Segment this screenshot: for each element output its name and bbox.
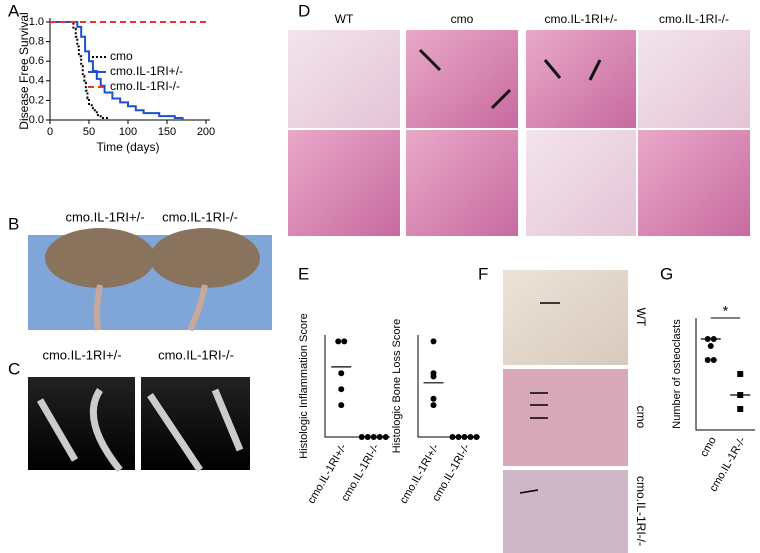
image-label: cmo.IL-1RI+/- bbox=[65, 209, 144, 224]
dot bbox=[358, 434, 365, 440]
histology bbox=[406, 130, 518, 236]
y-tick-label: 0.6 bbox=[29, 55, 44, 67]
y-axis-label: Histologic Bone Loss Score bbox=[391, 319, 403, 454]
tail bbox=[93, 284, 208, 332]
y-tick-label: 0.2 bbox=[29, 94, 44, 106]
dot bbox=[473, 434, 480, 440]
legend-label: cmo.IL-1RI-/- bbox=[110, 79, 180, 93]
y-tick-label: 0.8 bbox=[29, 36, 44, 48]
y-axis-label: Disease Free Survival bbox=[17, 12, 31, 129]
y-tick-label: 0.0 bbox=[29, 114, 44, 126]
histology bbox=[638, 30, 750, 128]
histology bbox=[288, 30, 400, 128]
dot bbox=[704, 357, 711, 363]
axis bbox=[324, 335, 390, 438]
dot bbox=[430, 395, 437, 402]
image-label: cmo.IL-1RI+/- bbox=[544, 12, 617, 26]
panel-letter: E bbox=[298, 264, 309, 283]
x-tick-label: 0 bbox=[47, 126, 53, 138]
image-label: cmo.IL-1RI-/- bbox=[162, 209, 238, 224]
panel-letter: C bbox=[8, 359, 20, 378]
dot bbox=[707, 343, 714, 349]
image-label: WT bbox=[335, 12, 354, 26]
image-label: cmo bbox=[634, 406, 648, 429]
dot bbox=[430, 338, 437, 345]
histology bbox=[406, 30, 518, 128]
images bbox=[28, 30, 750, 553]
legend-label: cmo bbox=[110, 49, 133, 63]
image-label: cmo.IL-1RI+/- bbox=[42, 347, 121, 362]
dot bbox=[338, 386, 345, 393]
panel-letter: A bbox=[8, 1, 20, 20]
dot bbox=[449, 434, 456, 440]
bone bbox=[36, 388, 244, 473]
legend-label: cmo.IL-1RI+/- bbox=[110, 64, 183, 78]
arrow bbox=[418, 48, 602, 110]
y-axis-label: Histologic Inflammation Score bbox=[298, 313, 310, 459]
histology bbox=[526, 30, 636, 128]
image-label: cmo.IL-1RI-/- bbox=[158, 347, 234, 362]
dot bbox=[710, 357, 717, 363]
y-axis-label: Number of osteoclasts bbox=[671, 319, 683, 429]
x-tick-label: 200 bbox=[197, 126, 215, 138]
xray bbox=[141, 377, 250, 470]
trap-stain bbox=[503, 470, 628, 553]
panel-letter: G bbox=[660, 264, 673, 283]
histology bbox=[638, 130, 750, 236]
image-label: cmo.IL-1RI-/- bbox=[659, 12, 729, 26]
annotation: * bbox=[723, 303, 729, 319]
mouse bbox=[45, 228, 155, 288]
dot bbox=[338, 402, 345, 409]
axis bbox=[417, 335, 480, 438]
histology bbox=[526, 130, 636, 236]
survival-line bbox=[50, 21, 110, 120]
xray bbox=[28, 377, 135, 470]
panel-letter: D bbox=[298, 1, 310, 20]
dot bbox=[382, 434, 389, 440]
axis bbox=[695, 318, 755, 431]
dot bbox=[338, 370, 345, 377]
histology bbox=[288, 130, 400, 236]
x-tick-label: cmo bbox=[698, 435, 719, 459]
panel-letter: F bbox=[478, 264, 488, 283]
x-tick-label: 150 bbox=[158, 126, 176, 138]
dot bbox=[341, 338, 348, 345]
y-tick-label: 1.0 bbox=[29, 16, 44, 28]
mouse bbox=[150, 228, 260, 288]
dot bbox=[430, 373, 437, 380]
y-tick-label: 0.4 bbox=[29, 75, 44, 87]
image-label: cmo.IL-1RI-/- bbox=[634, 476, 648, 546]
trap-stain bbox=[503, 369, 628, 466]
dot bbox=[737, 406, 744, 412]
dot bbox=[430, 402, 437, 409]
x-axis-label: Time (days) bbox=[97, 140, 160, 154]
image-label: cmo bbox=[451, 12, 474, 26]
dot bbox=[335, 338, 342, 345]
image-label: WT bbox=[634, 308, 648, 327]
survival-line bbox=[50, 21, 184, 120]
x-tick-label: 100 bbox=[119, 126, 137, 138]
dot bbox=[737, 371, 744, 377]
panel-letter: B bbox=[8, 214, 19, 233]
x-tick-label: 50 bbox=[83, 126, 95, 138]
trap-stain bbox=[503, 270, 628, 365]
arrow bbox=[519, 302, 560, 494]
